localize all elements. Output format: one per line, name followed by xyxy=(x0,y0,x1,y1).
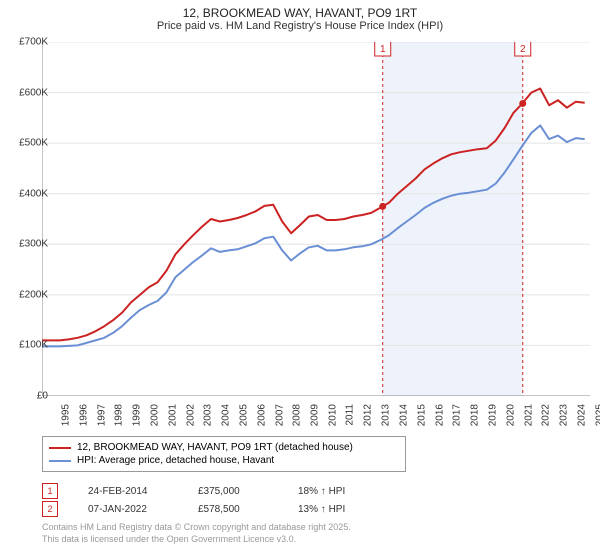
legend-box: 12, BROOKMEAD WAY, HAVANT, PO9 1RT (deta… xyxy=(42,436,406,472)
legend-label-2: HPI: Average price, detached house, Hava… xyxy=(77,455,274,466)
chart-plot-area: 12 xyxy=(42,42,590,396)
sale-price-1: £375,000 xyxy=(198,486,268,497)
chart-subtitle: Price paid vs. HM Land Registry's House … xyxy=(0,20,600,32)
y-tick-label: £100K xyxy=(19,340,48,351)
x-tick-label: 2004 xyxy=(220,404,231,426)
sale-date-1: 24-FEB-2014 xyxy=(88,486,168,497)
x-tick-label: 2019 xyxy=(487,404,498,426)
legend-swatch-1 xyxy=(49,447,71,449)
y-tick-label: £700K xyxy=(19,37,48,48)
x-tick-label: 2010 xyxy=(327,404,338,426)
x-tick-label: 2001 xyxy=(167,404,178,426)
y-tick-label: £600K xyxy=(19,87,48,98)
x-tick-label: 2020 xyxy=(505,404,516,426)
x-tick-label: 2018 xyxy=(469,404,480,426)
sale-row-2: 2 07-JAN-2022 £578,500 13% ↑ HPI xyxy=(42,500,345,518)
sale-row-1: 1 24-FEB-2014 £375,000 18% ↑ HPI xyxy=(42,482,345,500)
x-tick-label: 2005 xyxy=(238,404,249,426)
sale-price-2: £578,500 xyxy=(198,504,268,515)
y-tick-label: £500K xyxy=(19,138,48,149)
sales-table: 1 24-FEB-2014 £375,000 18% ↑ HPI 2 07-JA… xyxy=(42,482,345,518)
x-tick-label: 2015 xyxy=(416,404,427,426)
x-tick-label: 2009 xyxy=(309,404,320,426)
legend-swatch-2 xyxy=(49,460,71,462)
x-tick-label: 2011 xyxy=(344,404,355,426)
legend-item-1: 12, BROOKMEAD WAY, HAVANT, PO9 1RT (deta… xyxy=(49,441,399,454)
y-tick-label: £0 xyxy=(37,391,48,402)
x-tick-label: 2012 xyxy=(363,404,374,426)
x-tick-label: 1998 xyxy=(114,404,125,426)
x-tick-label: 2013 xyxy=(381,404,392,426)
x-tick-label: 2025 xyxy=(594,404,600,426)
chart-container: 12, BROOKMEAD WAY, HAVANT, PO9 1RT Price… xyxy=(0,0,600,560)
x-tick-label: 2003 xyxy=(203,404,214,426)
chart-svg: 12 xyxy=(42,42,590,396)
sale-delta-1: 18% ↑ HPI xyxy=(298,486,345,497)
x-tick-label: 2017 xyxy=(452,404,463,426)
x-tick-label: 2007 xyxy=(274,404,285,426)
svg-text:1: 1 xyxy=(380,44,386,55)
legend-label-1: 12, BROOKMEAD WAY, HAVANT, PO9 1RT (deta… xyxy=(77,442,353,453)
x-tick-label: 2006 xyxy=(256,404,267,426)
x-tick-label: 2024 xyxy=(576,404,587,426)
y-tick-label: £200K xyxy=(19,289,48,300)
license-line-1: Contains HM Land Registry data © Crown c… xyxy=(42,522,351,534)
sale-date-2: 07-JAN-2022 xyxy=(88,504,168,515)
x-tick-label: 2021 xyxy=(523,404,534,426)
x-tick-label: 1996 xyxy=(78,404,89,426)
x-tick-label: 2022 xyxy=(541,404,552,426)
license-text: Contains HM Land Registry data © Crown c… xyxy=(42,522,351,545)
sale-delta-2: 13% ↑ HPI xyxy=(298,504,345,515)
x-tick-label: 1997 xyxy=(96,404,107,426)
y-tick-label: £300K xyxy=(19,239,48,250)
y-tick-label: £400K xyxy=(19,188,48,199)
x-tick-label: 2014 xyxy=(398,404,409,426)
x-tick-label: 1995 xyxy=(60,404,71,426)
x-tick-label: 2008 xyxy=(292,404,303,426)
license-line-2: This data is licensed under the Open Gov… xyxy=(42,534,351,546)
x-tick-label: 2023 xyxy=(558,404,569,426)
sale-marker-1: 1 xyxy=(42,483,58,499)
legend-item-2: HPI: Average price, detached house, Hava… xyxy=(49,454,399,467)
svg-text:2: 2 xyxy=(520,44,526,55)
chart-title: 12, BROOKMEAD WAY, HAVANT, PO9 1RT xyxy=(0,0,600,20)
sale-marker-2: 2 xyxy=(42,501,58,517)
x-tick-label: 2000 xyxy=(149,404,160,426)
x-tick-label: 2002 xyxy=(185,404,196,426)
x-tick-label: 1999 xyxy=(131,404,142,426)
x-tick-label: 2016 xyxy=(434,404,445,426)
